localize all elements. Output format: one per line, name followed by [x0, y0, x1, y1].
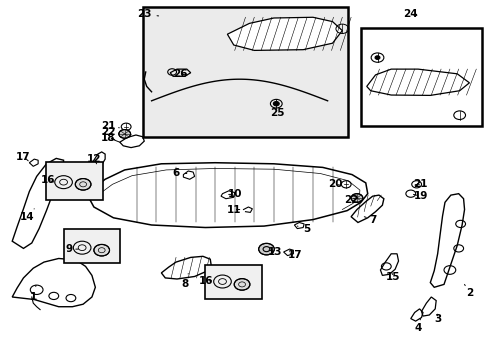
Text: 22: 22	[343, 195, 358, 205]
Text: 19: 19	[412, 191, 427, 201]
Circle shape	[273, 102, 279, 106]
Text: 10: 10	[227, 189, 242, 199]
Text: 8: 8	[181, 274, 188, 289]
Bar	[205, 265, 261, 299]
Text: 21: 21	[101, 121, 119, 131]
Text: 26: 26	[172, 69, 187, 79]
Text: 20: 20	[327, 179, 342, 189]
Bar	[360, 28, 481, 126]
Text: 23: 23	[137, 9, 158, 19]
Text: 16: 16	[199, 276, 213, 286]
Text: 24: 24	[403, 9, 417, 19]
Circle shape	[374, 56, 379, 59]
Text: 21: 21	[412, 179, 427, 189]
Polygon shape	[366, 69, 468, 95]
Bar	[63, 229, 120, 263]
Bar	[46, 162, 102, 200]
Text: 17: 17	[16, 152, 31, 162]
Text: 12: 12	[87, 154, 102, 164]
Text: 9: 9	[66, 244, 78, 254]
Polygon shape	[227, 17, 342, 50]
Text: 2: 2	[464, 284, 472, 298]
Circle shape	[75, 179, 91, 190]
Text: 25: 25	[270, 104, 285, 118]
Text: 13: 13	[267, 247, 282, 257]
Text: 14: 14	[20, 209, 34, 222]
Circle shape	[350, 194, 362, 202]
Circle shape	[94, 244, 109, 256]
Text: 11: 11	[226, 204, 241, 215]
Text: 1: 1	[30, 285, 37, 302]
Circle shape	[234, 279, 249, 290]
Text: 16: 16	[41, 175, 55, 185]
Text: 18: 18	[101, 132, 116, 143]
Circle shape	[119, 130, 130, 138]
Text: 17: 17	[287, 250, 302, 260]
Text: 6: 6	[172, 168, 186, 178]
Text: 22: 22	[101, 127, 119, 138]
Text: 7: 7	[364, 215, 376, 225]
Text: 4: 4	[413, 319, 421, 333]
Text: 3: 3	[433, 314, 440, 324]
Text: 15: 15	[385, 272, 400, 282]
Bar	[143, 7, 347, 137]
Text: 5: 5	[297, 224, 310, 234]
Circle shape	[258, 243, 274, 255]
